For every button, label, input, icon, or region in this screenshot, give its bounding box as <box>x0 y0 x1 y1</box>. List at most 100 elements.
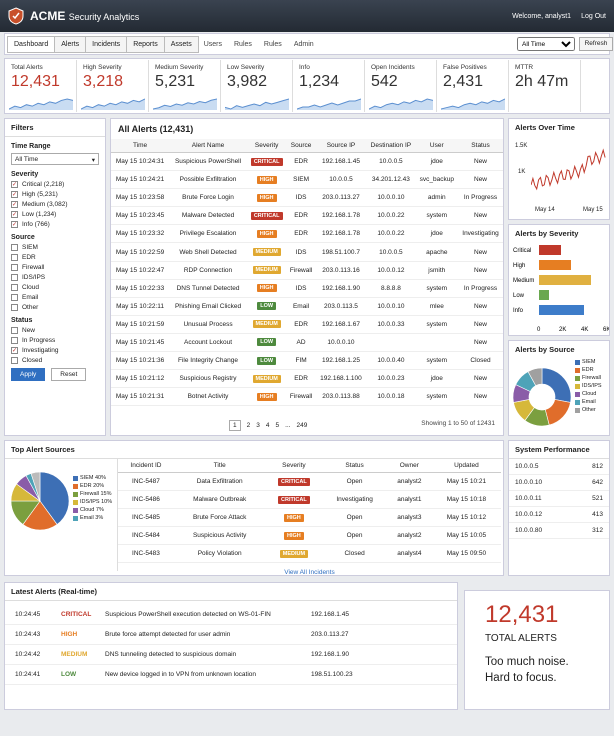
filter-checkbox[interactable]: ✓ Info (766) <box>11 221 99 228</box>
column-header[interactable]: Severity <box>246 139 287 153</box>
perf-row: 10.0.0.11 521 <box>509 491 609 507</box>
table-cell: In Progress <box>458 279 503 298</box>
table-row[interactable]: May 15 10:24:21 Possible Exfiltration HIGH… <box>111 170 503 190</box>
column-header[interactable]: Title <box>173 459 266 473</box>
table-row[interactable]: INC-5486 Malware Outbreak CRITICAL Investig… <box>118 490 501 510</box>
checkbox-checked-icon[interactable]: ✓ <box>11 181 18 188</box>
tab-rules[interactable]: Rules <box>234 40 252 48</box>
table-row[interactable]: May 15 10:22:11 Phishing Email Clicked LOW… <box>111 297 503 316</box>
table-row[interactable]: May 15 10:21:59 Unusual Process MEDIUM EDR 1… <box>111 315 503 334</box>
column-header[interactable]: Alert Name <box>169 139 247 153</box>
filter-checkbox[interactable]: IDS/IPS <box>11 274 99 281</box>
page-link[interactable]: 1 <box>229 420 241 431</box>
filter-checkbox[interactable]: EDR <box>11 254 99 261</box>
filter-checkbox[interactable]: Cloud <box>11 284 99 291</box>
latest-alert-row[interactable]: 10:24:43 HIGH Brute force attempt detected… <box>5 625 457 645</box>
checkbox-icon[interactable] <box>11 274 18 281</box>
table-row[interactable]: May 15 10:23:45 Malware Detected CRITICAL E… <box>111 206 503 226</box>
tab-rules-2[interactable]: Rules <box>263 40 282 48</box>
page-link[interactable]: ... <box>285 422 291 429</box>
tab-users[interactable]: Users <box>203 40 222 48</box>
table-row[interactable]: INC-5487 Data Exfiltration CRITICAL Open ana… <box>118 472 501 492</box>
apply-button[interactable]: Apply <box>11 368 46 381</box>
view-all-incidents-link[interactable]: View All Incidents <box>284 569 335 577</box>
column-header[interactable]: Status <box>322 459 387 473</box>
column-header[interactable]: Incident ID <box>118 459 174 473</box>
column-header[interactable]: Destination IP <box>366 139 416 153</box>
tab-admin[interactable]: Admin <box>293 40 314 48</box>
column-header[interactable]: User <box>415 139 459 153</box>
table-row[interactable]: INC-5483 Policy Violation MEDIUM Closed anal… <box>118 544 501 564</box>
table-cell: jdoe <box>415 224 459 244</box>
column-header[interactable]: Status <box>458 139 503 153</box>
page-link[interactable]: 2 <box>246 422 251 429</box>
filter-checkbox[interactable]: Email <box>11 294 99 301</box>
filter-checkbox[interactable]: Other <box>11 304 99 311</box>
tab-reports[interactable]: Reports <box>126 35 165 53</box>
table-row[interactable]: May 15 10:22:33 DNS Tunnel Detected HIGH ID… <box>111 279 503 298</box>
checkbox-icon[interactable] <box>11 294 18 301</box>
page-link[interactable]: 3 <box>256 422 260 429</box>
column-header[interactable]: Source IP <box>315 139 367 153</box>
refresh-button[interactable]: Refresh <box>579 37 613 51</box>
column-header[interactable]: Time <box>111 139 170 153</box>
table-row[interactable]: May 15 10:23:58 Brute Force Login HIGH IDS 2… <box>111 188 503 208</box>
column-header[interactable]: Owner <box>386 459 432 473</box>
table-row[interactable]: May 15 10:21:12 Suspicious Registry MEDIUM… <box>111 369 503 389</box>
checkbox-icon[interactable] <box>11 264 18 271</box>
time-range-select[interactable]: All Time <box>517 37 575 51</box>
filter-checkbox[interactable]: ✓ Low (1,234) <box>11 211 99 218</box>
checkbox-icon[interactable] <box>11 357 18 364</box>
table-cell: system <box>415 315 459 334</box>
table-cell: admin <box>415 188 459 208</box>
table-row[interactable]: May 15 10:21:31 Botnet Activity HIGH Firewa… <box>111 387 503 407</box>
filter-checkbox[interactable]: Firewall <box>11 264 99 271</box>
table-row[interactable]: May 15 10:21:36 File Integrity Change LOW F… <box>111 351 503 371</box>
checkbox-checked-icon[interactable]: ✓ <box>11 191 18 198</box>
table-row[interactable]: May 15 10:23:32 Privilege Escalation HIGH E… <box>111 224 503 244</box>
checkbox-checked-icon[interactable]: ✓ <box>11 201 18 208</box>
filter-checkbox[interactable]: ✓ High (5,231) <box>11 191 99 198</box>
reset-button[interactable]: Reset <box>51 368 87 381</box>
table-row[interactable]: May 15 10:24:31 Suspicious PowerShell CRIT… <box>111 152 503 172</box>
tab-incidents[interactable]: Incidents <box>85 35 128 53</box>
filter-checkbox[interactable]: SIEM <box>11 244 99 251</box>
tab-assets[interactable]: Assets <box>163 35 199 53</box>
checkbox-icon[interactable] <box>11 244 18 251</box>
checkbox-icon[interactable] <box>11 337 18 344</box>
latest-alert-row[interactable]: 10:24:42 MEDIUM DNS tunneling detected to … <box>5 645 457 665</box>
checkbox-checked-icon[interactable]: ✓ <box>11 221 18 228</box>
checkbox-icon[interactable] <box>11 327 18 334</box>
kpi-card: False Positives 2,431 <box>437 60 509 112</box>
filter-time-range-select[interactable]: All Time ▾ <box>11 153 99 165</box>
filter-checkbox[interactable]: In Progress <box>11 337 99 344</box>
tab-alerts[interactable]: Alerts <box>54 35 87 53</box>
latest-alert-row[interactable]: 10:24:45 CRITICAL Suspicious PowerShell ex… <box>5 605 457 625</box>
column-header[interactable]: Updated <box>431 459 501 473</box>
filter-checkbox[interactable]: ✓ Critical (2,218) <box>11 181 99 188</box>
filter-checkbox[interactable]: ✓ Medium (3,082) <box>11 201 99 208</box>
column-header[interactable]: Source <box>286 139 316 153</box>
latest-alert-row[interactable]: 10:24:41 LOW New device logged in to VPN f… <box>5 665 457 685</box>
page-link[interactable]: 4 <box>265 422 270 429</box>
page-link[interactable]: 249 <box>296 422 308 429</box>
checkbox-checked-icon[interactable]: ✓ <box>11 347 18 354</box>
filter-checkbox[interactable]: Closed <box>11 357 99 364</box>
logout-link[interactable]: Log Out <box>581 12 606 20</box>
page-link[interactable]: 5 <box>275 422 280 429</box>
table-cell: 203.0.113.5 <box>315 297 367 316</box>
table-row[interactable]: May 15 10:22:47 RDP Connection MEDIUM Firew… <box>111 261 503 280</box>
table-row[interactable]: May 15 10:22:59 Web Shell Detected MEDIUM I… <box>111 242 503 262</box>
alert-message: Brute force attempt detected for user ad… <box>105 631 231 638</box>
checkbox-icon[interactable] <box>11 254 18 261</box>
tab-dashboard[interactable]: Dashboard <box>7 35 56 53</box>
checkbox-icon[interactable] <box>11 304 18 311</box>
column-header[interactable]: Severity <box>265 459 323 473</box>
checkbox-icon[interactable] <box>11 284 18 291</box>
table-row[interactable]: INC-5484 Suspicious Activity HIGH Open analy… <box>118 526 501 546</box>
table-row[interactable]: May 15 10:21:45 Account Lockout LOW AD 10.0.… <box>111 333 503 353</box>
table-row[interactable]: INC-5485 Brute Force Attack HIGH Open analys… <box>118 508 501 528</box>
filter-checkbox[interactable]: New <box>11 327 99 334</box>
filter-checkbox[interactable]: ✓ Investigating <box>11 347 99 354</box>
checkbox-checked-icon[interactable]: ✓ <box>11 211 18 218</box>
